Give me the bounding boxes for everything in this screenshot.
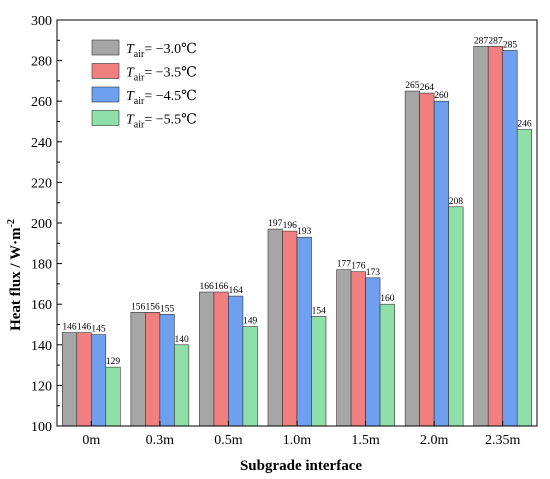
y-tick-label: 200 xyxy=(31,217,52,232)
bar-0.3m-series-2 xyxy=(145,312,161,427)
x-tick-label: 1.5m xyxy=(351,433,380,448)
y-tick-label: 260 xyxy=(31,95,52,110)
legend-label: Tair= −4.5℃ xyxy=(126,89,197,107)
data-label: 166 xyxy=(214,282,229,292)
y-tick-label: 220 xyxy=(31,176,52,191)
bar-2.0m-series-1 xyxy=(404,90,420,427)
bar-0.5m-series-3 xyxy=(228,295,244,427)
y-axis-label-exponent: -2 xyxy=(6,219,17,227)
legend-swatch xyxy=(91,39,120,56)
data-label: 285 xyxy=(503,40,518,50)
bar-2.35m-series-1 xyxy=(473,46,489,427)
bar-2.0m-series-3 xyxy=(433,100,449,427)
data-label: 140 xyxy=(174,335,189,345)
bar-1.0m-series-4 xyxy=(311,316,327,427)
y-tick-label: 300 xyxy=(31,14,52,29)
data-label: 164 xyxy=(229,286,244,296)
data-label: 260 xyxy=(434,91,449,101)
x-tick-label: 2.0m xyxy=(420,433,449,448)
bar-0.3m-series-1 xyxy=(130,312,146,427)
bar-0.3m-series-3 xyxy=(159,314,175,427)
x-tick-label: 0.3m xyxy=(146,433,175,448)
data-label: 154 xyxy=(312,306,327,316)
y-tick-label: 100 xyxy=(31,420,52,435)
bar-2.35m-series-2 xyxy=(487,46,504,427)
bars-layer xyxy=(61,46,533,427)
data-label: 176 xyxy=(351,262,366,272)
legend-swatch xyxy=(91,110,120,126)
data-label: 208 xyxy=(449,197,464,207)
y-axis-label: Heat flux / W·m-2 xyxy=(6,219,24,331)
bar-2.35m-series-3 xyxy=(502,50,518,427)
data-label: 166 xyxy=(200,282,215,292)
bar-0m-series-3 xyxy=(90,334,107,427)
bar-1.5m-series-3 xyxy=(365,277,381,427)
data-label: 246 xyxy=(517,120,532,130)
bar-1.0m-series-2 xyxy=(282,230,298,427)
data-label: 146 xyxy=(62,323,77,333)
data-label: 264 xyxy=(420,83,435,93)
bar-1.5m-series-2 xyxy=(350,271,366,427)
data-label: 193 xyxy=(297,227,312,237)
legend-swatch xyxy=(91,86,120,103)
x-tick-label: 1.0m xyxy=(283,433,312,448)
data-label: 149 xyxy=(243,317,258,327)
data-label: 197 xyxy=(268,219,283,229)
y-tick-label: 160 xyxy=(31,298,52,313)
data-label: 265 xyxy=(405,81,420,91)
data-label: 145 xyxy=(91,325,106,335)
data-label: 287 xyxy=(488,36,503,46)
bar-0m-series-4 xyxy=(105,366,121,427)
x-tick-label: 2.35m xyxy=(485,433,521,448)
data-label: 173 xyxy=(366,268,381,278)
data-label: 129 xyxy=(106,357,121,367)
axes-layer: 100 120 140 160 180 200 220 240 260 280 300 0m 0.3m 0… xyxy=(31,14,538,448)
bar-1.0m-series-1 xyxy=(267,228,283,427)
data-label: 160 xyxy=(380,294,395,304)
bar-1.0m-series-3 xyxy=(296,236,312,427)
legend: Tair= −3.0℃ Tair= −3.5℃ Tair= −4.5℃ Tair= −… xyxy=(91,39,197,131)
data-label: 146 xyxy=(77,323,92,333)
y-tick-label: 280 xyxy=(31,55,52,70)
data-label: 155 xyxy=(160,304,175,314)
bar-2.35m-series-4 xyxy=(516,129,533,427)
x-tick-label: 0.5m xyxy=(214,433,243,448)
data-label: 156 xyxy=(131,302,146,312)
data-label: 156 xyxy=(145,302,160,312)
y-tick-label: 240 xyxy=(31,136,52,151)
y-tick-label: 120 xyxy=(31,379,52,394)
x-tick-label: 0m xyxy=(82,433,100,448)
bar-0.5m-series-2 xyxy=(213,291,229,427)
bar-0.5m-series-1 xyxy=(199,291,215,427)
bar-0.5m-series-4 xyxy=(242,326,258,427)
bar-0.3m-series-4 xyxy=(174,344,190,427)
legend-label: Tair= −3.0℃ xyxy=(126,42,197,60)
y-axis-label-main: Heat flux / W·m xyxy=(8,227,24,331)
legend-label: Tair= −5.5℃ xyxy=(126,113,197,131)
y-tick-label: 180 xyxy=(31,258,52,273)
x-axis-label: Subgrade interface xyxy=(240,458,362,474)
bar-2.0m-series-4 xyxy=(448,206,464,427)
bar-0m-series-2 xyxy=(76,332,92,427)
bar-2.0m-series-2 xyxy=(419,92,435,427)
data-label: 177 xyxy=(337,260,352,270)
y-tick-label: 140 xyxy=(31,339,52,354)
legend-swatch xyxy=(91,63,120,79)
data-label: 287 xyxy=(474,36,489,46)
bar-1.5m-series-1 xyxy=(336,269,352,427)
legend-label: Tair= −3.5℃ xyxy=(126,66,197,84)
bar-1.5m-series-4 xyxy=(379,303,395,427)
data-label: 196 xyxy=(283,221,298,231)
bar-0m-series-1 xyxy=(61,332,78,427)
